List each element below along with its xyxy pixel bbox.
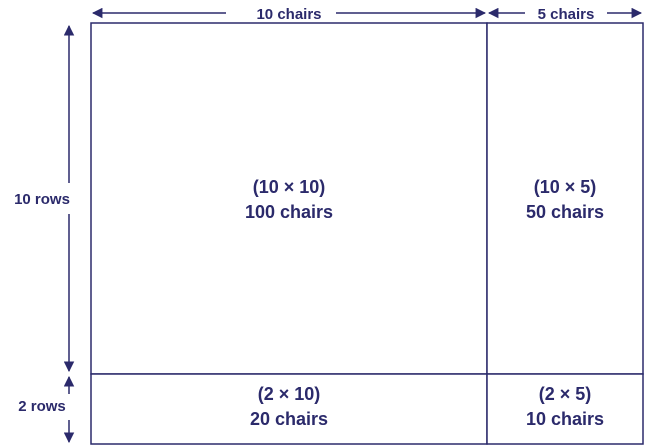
cell-bottom-left-product: (2 × 10) (258, 384, 321, 404)
cell-bottom-left-total: 20 chairs (250, 409, 328, 429)
dimension-label-left-top: 10 rows (14, 191, 70, 208)
cell-bottom-right-total: 10 chairs (526, 409, 604, 429)
cell-bottom-right (486, 373, 644, 445)
cell-top-left (90, 22, 488, 375)
cell-top-right-product: (10 × 5) (534, 177, 597, 197)
cell-top-right-total: 50 chairs (526, 202, 604, 222)
dimension-label-top-left: 10 chairs (256, 6, 321, 23)
cell-top-left-total: 100 chairs (245, 202, 333, 222)
cell-bottom-left (90, 373, 488, 445)
dimension-label-top-right: 5 chairs (538, 6, 595, 23)
cell-bottom-right-product: (2 × 5) (539, 384, 592, 404)
cell-top-right (486, 22, 644, 375)
cell-top-left-product: (10 × 10) (253, 177, 326, 197)
dimension-label-left-bottom: 2 rows (18, 398, 66, 415)
